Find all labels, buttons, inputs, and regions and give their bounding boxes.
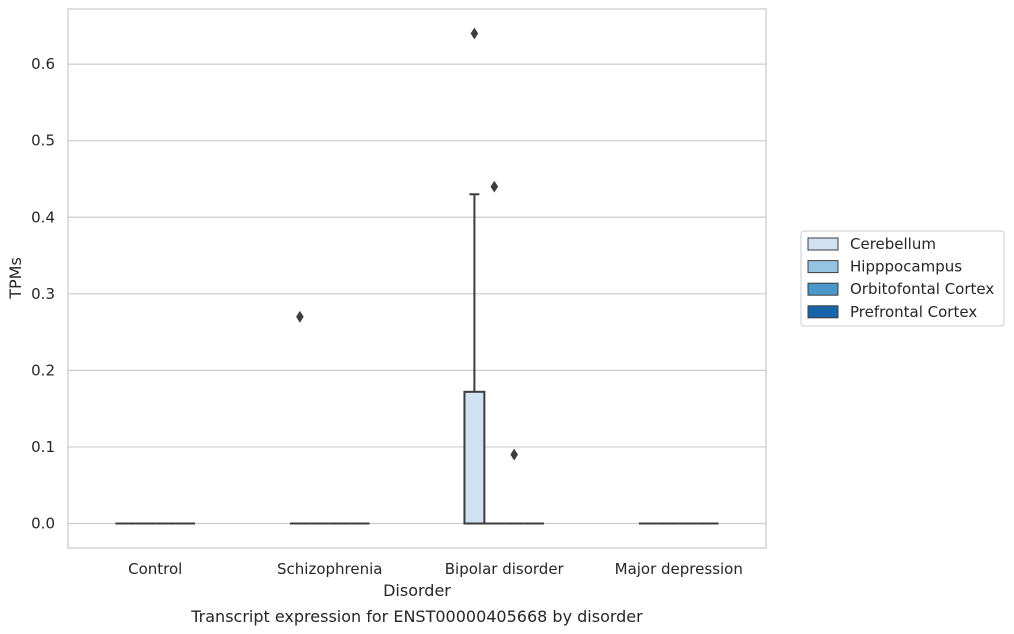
y-tick-label: 0.4 — [31, 208, 55, 226]
y-tick-label: 0.6 — [31, 55, 55, 73]
chart-title: Transcript expression for ENST0000040566… — [190, 607, 643, 626]
legend: Cerebellum Hipppocampus Orbitofontal Corte… — [800, 230, 1005, 327]
outlier-point — [510, 448, 518, 461]
legend-label: Orbitofontal Cortex — [850, 280, 994, 298]
legend-swatch — [807, 260, 839, 274]
box-cerebellum — [463, 27, 486, 525]
x-tick-label: Schizophrenia — [277, 560, 382, 578]
y-tick-label: 0.2 — [31, 361, 55, 379]
legend-label: Hipppocampus — [850, 258, 962, 276]
y-axis-ticks: 0.0 0.1 0.2 0.3 0.4 0.5 0.6 — [31, 55, 55, 532]
box-body — [463, 390, 486, 525]
outlier-point — [470, 27, 479, 40]
legend-label: Cerebellum — [850, 235, 936, 253]
y-axis-title: TPMs — [6, 257, 25, 300]
plot-frame — [67, 8, 767, 549]
y-tick-label: 0.0 — [31, 515, 55, 533]
x-axis-title: Disorder — [383, 581, 451, 600]
x-axis-ticks: Control Schizophrenia Bipolar disorder Majo… — [128, 560, 743, 578]
box-cerebellum — [289, 310, 310, 525]
x-tick-label: Bipolar disorder — [445, 560, 565, 578]
outlier-point — [296, 310, 304, 323]
legend-frame — [800, 230, 1005, 327]
legend-swatch — [807, 282, 839, 296]
outlier-point — [490, 180, 499, 193]
y-tick-label: 0.5 — [31, 132, 55, 150]
plot-area — [115, 27, 719, 525]
legend-swatch — [807, 305, 839, 319]
y-tick-label: 0.1 — [31, 438, 55, 456]
x-tick-label: Major depression — [615, 560, 743, 578]
x-tick-label: Control — [128, 560, 182, 578]
box-orbitofontal-cortex — [504, 448, 525, 525]
legend-label: Prefrontal Cortex — [850, 303, 977, 321]
y-tick-label: 0.3 — [31, 285, 55, 303]
legend-swatch — [807, 237, 839, 251]
box-hipppocampus — [484, 180, 505, 525]
